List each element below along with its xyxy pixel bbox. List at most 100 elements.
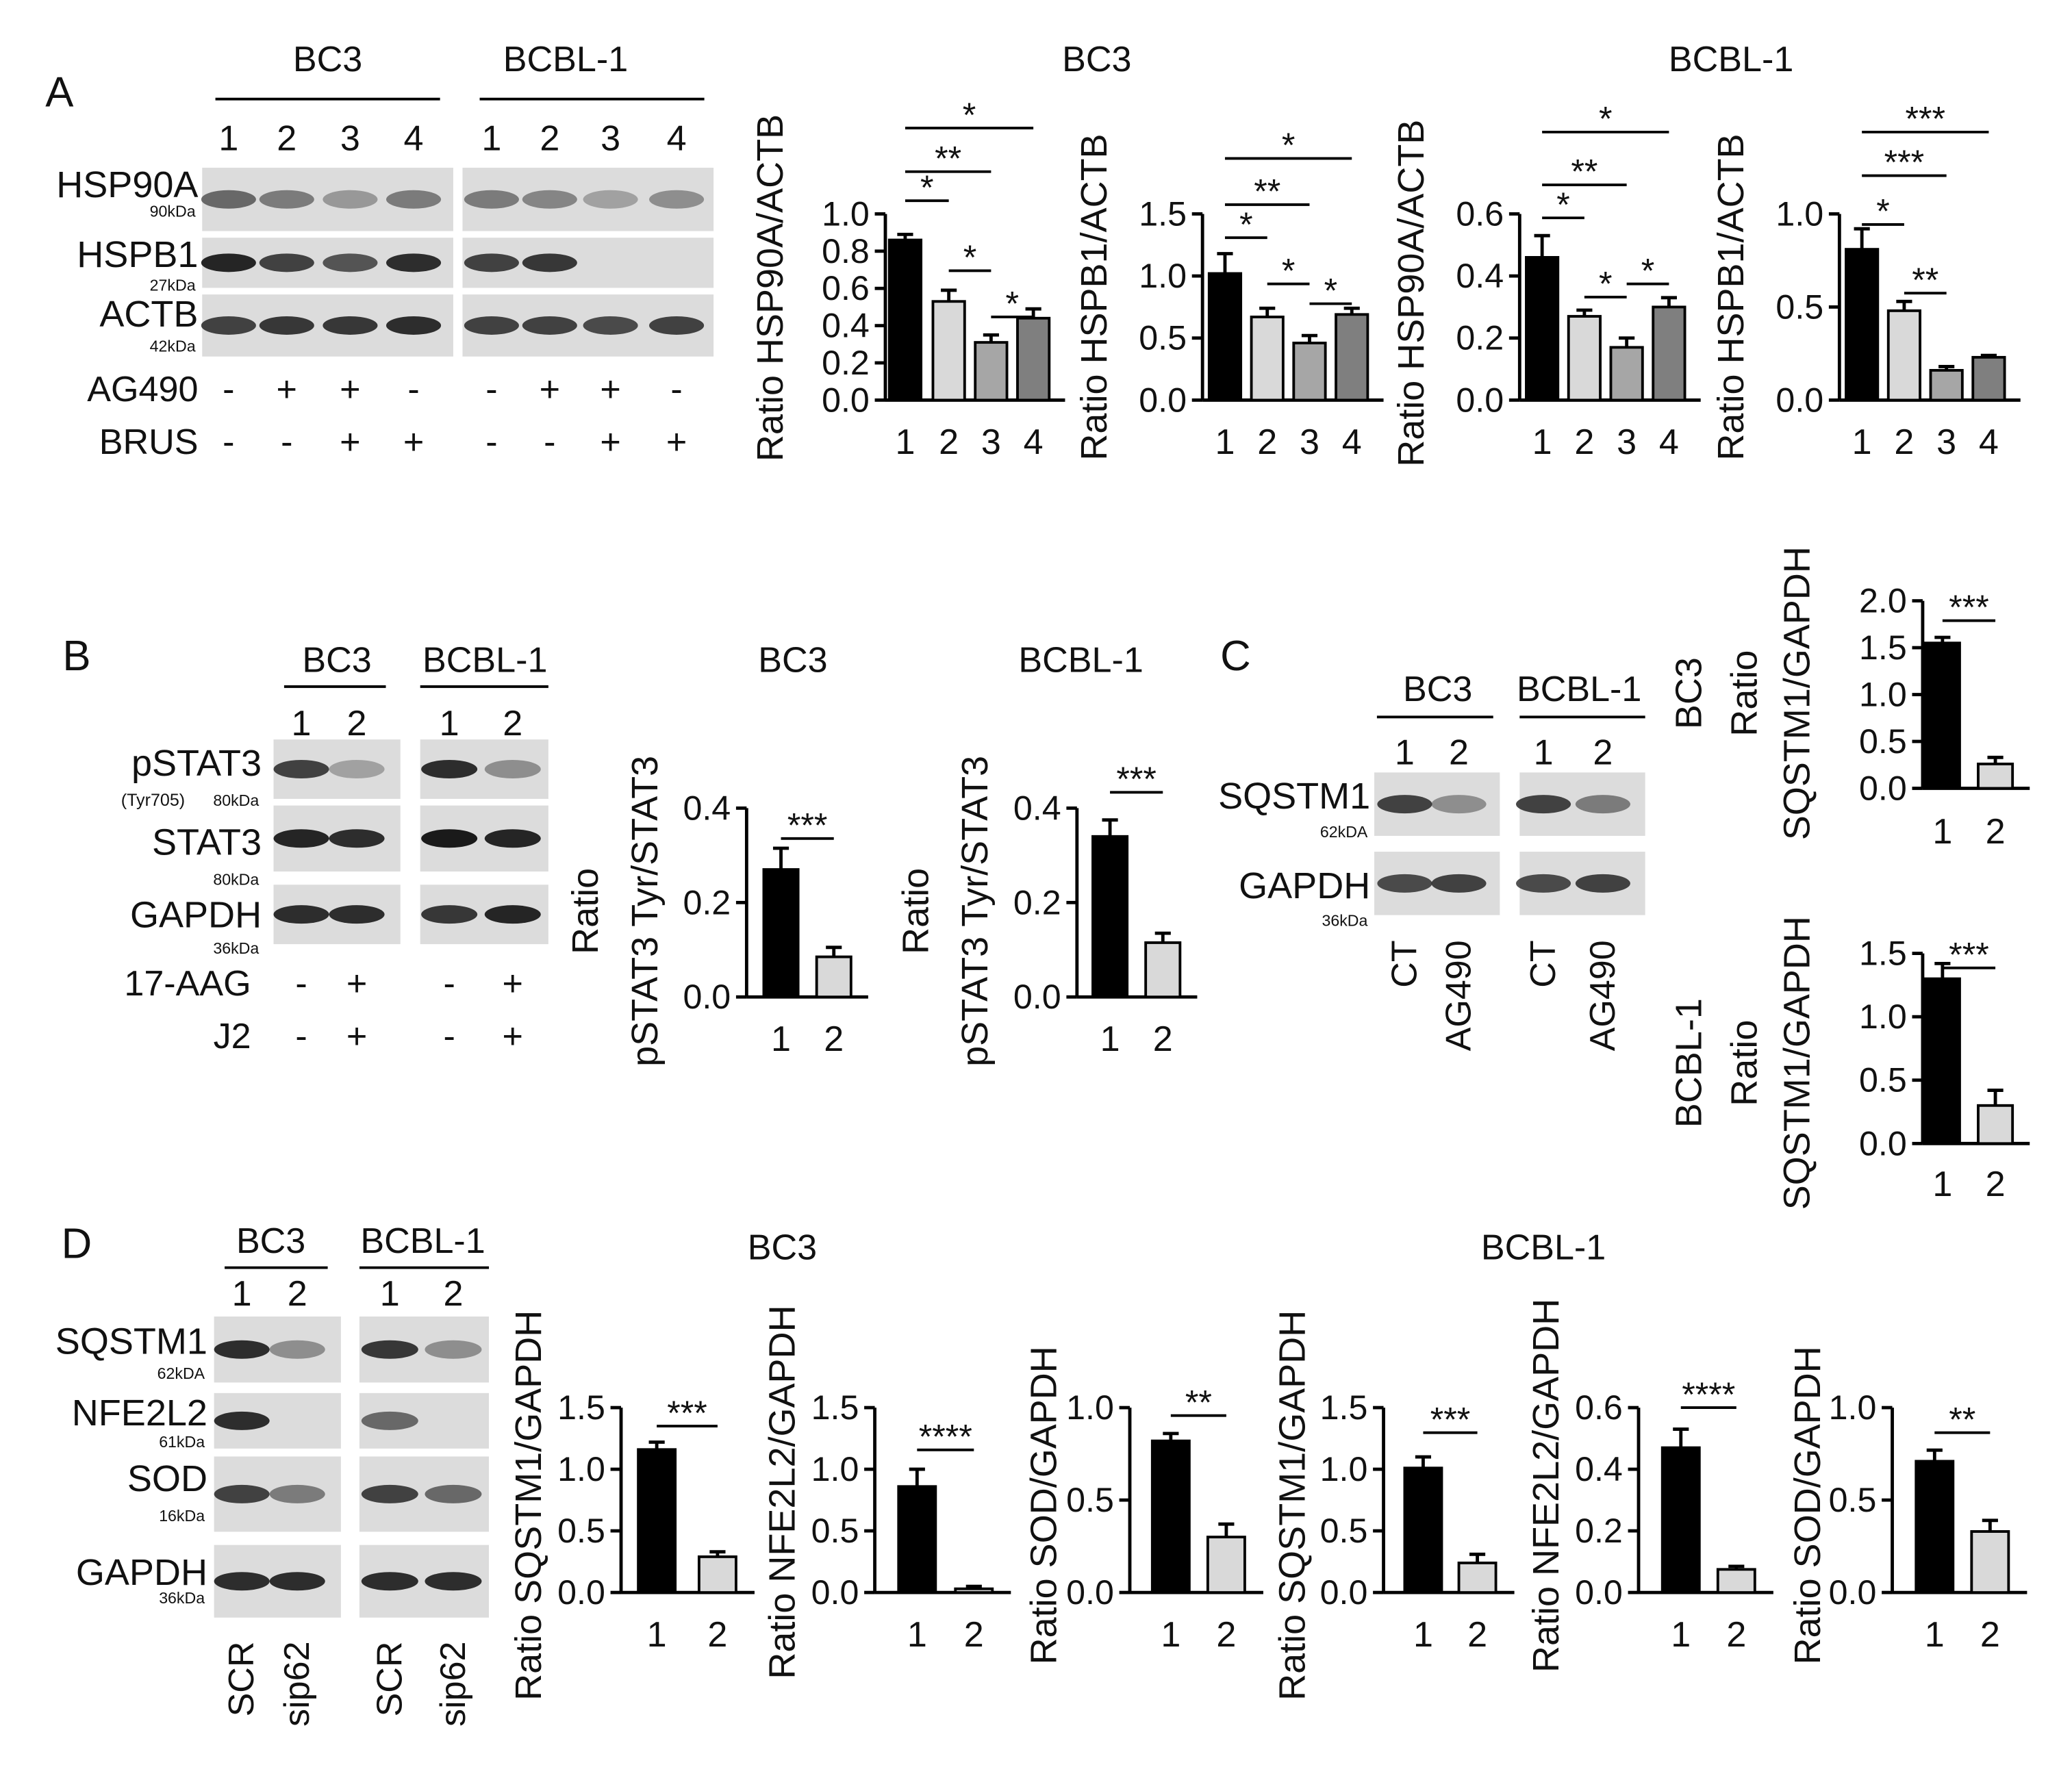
protein-size: 36kDa <box>1322 911 1367 929</box>
x-tick-label: 1 <box>1671 1615 1691 1655</box>
y-tick-label: 0.5 <box>1829 1481 1877 1519</box>
blot-band <box>484 760 541 779</box>
significance-label: * <box>1876 192 1890 231</box>
y-tick-label: 1.5 <box>557 1388 605 1427</box>
significance-label: *** <box>1905 100 1945 138</box>
y-tick-label: 0.5 <box>1859 722 1907 761</box>
significance-label: * <box>963 96 976 134</box>
protein-label: GAPDH <box>130 895 262 936</box>
panel-letter: C <box>1220 633 1251 680</box>
blot-band <box>1575 795 1630 814</box>
significance-label: * <box>1282 126 1296 164</box>
treatment-mark: - <box>223 370 234 409</box>
blot-band <box>484 829 541 848</box>
significance-label: **** <box>1682 1375 1735 1414</box>
blot-band <box>329 829 385 848</box>
y-tick-label: 0.0 <box>1013 978 1061 1016</box>
protein-size: 36kDa <box>213 939 259 957</box>
blot-band <box>273 829 329 848</box>
significance-label: * <box>920 168 934 207</box>
protein-label: SQSTM1 <box>55 1321 207 1362</box>
protein-label: STAT3 <box>152 822 262 863</box>
significance-label: *** <box>1116 760 1157 798</box>
y-axis-label: Ratio NFE2L2/GAPDH <box>761 1305 803 1679</box>
significance-label: * <box>1239 205 1253 244</box>
lane-label: 1 <box>380 1274 400 1314</box>
blot-band <box>649 316 705 335</box>
lane-label: 1 <box>1395 733 1415 772</box>
y-axis-label: Ratio HSP90A/ACTB <box>1391 120 1432 467</box>
treatment-mark: + <box>540 370 560 409</box>
y-tick-label: 0.4 <box>1013 789 1061 827</box>
protein-label: SOD <box>127 1458 207 1499</box>
significance-label: ** <box>1949 1400 1975 1438</box>
x-tick-label: 1 <box>1532 422 1552 462</box>
blot-band <box>214 1411 270 1430</box>
bar <box>1845 248 1880 402</box>
x-tick-label: 2 <box>1467 1615 1487 1655</box>
y-tick-label: 0.5 <box>1859 1061 1907 1099</box>
y-axis-label: pSTAT3 Tyr/STAT3 <box>955 756 996 1067</box>
bar <box>1567 315 1602 402</box>
lane-label: 2 <box>288 1274 307 1314</box>
x-tick-label: 1 <box>1413 1615 1433 1655</box>
blot-band <box>273 760 329 779</box>
bar <box>887 238 923 402</box>
x-tick-label: 4 <box>1979 422 1999 462</box>
y-tick-label: 0.6 <box>1575 1388 1623 1427</box>
bar <box>1886 309 1921 402</box>
chart-heading: BCBL-1 <box>1018 640 1143 680</box>
blot-band <box>583 190 638 209</box>
blot-band <box>259 316 314 335</box>
x-tick-label: 2 <box>939 422 959 462</box>
chart-heading: BC3 <box>758 640 827 680</box>
blot-band <box>269 1484 325 1503</box>
protein-label: HSPB1 <box>77 234 198 275</box>
x-tick-label: 3 <box>981 422 1001 462</box>
lane-label: 2 <box>1449 733 1469 772</box>
blot-band <box>1377 874 1432 893</box>
treatment-mark: + <box>600 422 620 462</box>
x-tick-label: 2 <box>1986 1165 2006 1204</box>
treatment-mark: - <box>281 422 292 462</box>
x-tick-label: 1 <box>1100 1019 1120 1059</box>
blot-band <box>484 905 541 924</box>
y-tick-label: 0.8 <box>822 232 870 270</box>
protein-size: 61kDa <box>159 1433 205 1451</box>
y-tick-label: 1.0 <box>1066 1388 1114 1427</box>
bar <box>1403 1466 1443 1594</box>
y-axis-label: Ratio HSPB1/ACTB <box>1074 134 1115 460</box>
condition-label: AG490 <box>1439 940 1479 1051</box>
blot-band <box>269 1340 325 1359</box>
protein-size: 62kDA <box>157 1364 205 1382</box>
blot-band <box>421 829 478 848</box>
y-tick-label: 1.5 <box>1859 628 1907 667</box>
bar <box>897 1485 937 1594</box>
treatment-mark: - <box>443 964 455 1004</box>
protein-size: 62kDA <box>1320 823 1368 841</box>
blot-band <box>421 760 478 779</box>
treatment-mark: + <box>403 422 424 462</box>
bar <box>815 955 852 999</box>
blot-band <box>425 1340 482 1359</box>
x-tick-label: 2 <box>1574 422 1594 462</box>
y-axis-label: Ratio SQSTM1/GAPDH <box>1272 1310 1313 1701</box>
blot-group-label: BCBL-1 <box>503 40 628 79</box>
y-tick-label: 0.0 <box>822 381 870 419</box>
blot-band <box>273 905 329 924</box>
x-tick-label: 4 <box>1342 422 1362 462</box>
blot-band <box>522 253 577 272</box>
lane-label: 4 <box>404 119 424 159</box>
significance-label: * <box>1641 251 1655 290</box>
treatment-mark: - <box>407 370 419 409</box>
y-axis-label: Ratio NFE2L2/GAPDH <box>1526 1299 1567 1673</box>
x-tick-label: 3 <box>1300 422 1319 462</box>
bar <box>954 1587 994 1594</box>
blot-band <box>522 190 577 209</box>
x-tick-label: 4 <box>1659 422 1679 462</box>
y-tick-label: 0.5 <box>1066 1481 1114 1519</box>
protein-label: ACTB <box>99 294 198 335</box>
blot-band <box>464 253 519 272</box>
